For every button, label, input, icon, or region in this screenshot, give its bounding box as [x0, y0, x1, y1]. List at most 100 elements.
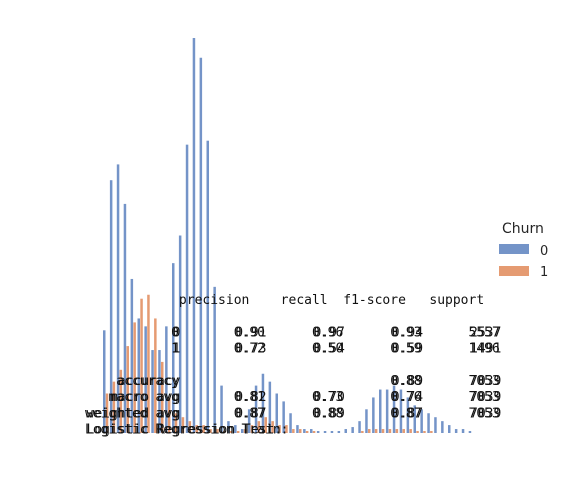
- bar-churn-1-bin-2: [119, 369, 123, 433]
- bar-churn-1-bin-3: [126, 346, 129, 433]
- bar-churn-0-bin-49: [441, 421, 444, 433]
- bar-churn-0-bin-26: [282, 401, 285, 433]
- bar-churn-0-bin-3: [123, 203, 127, 433]
- bar-churn-1-bin-39: [374, 429, 378, 433]
- bar-churn-1-bin-25: [278, 425, 281, 433]
- bar-churn-1-bin-29: [305, 431, 309, 433]
- bar-churn-0-bin-36: [351, 427, 354, 433]
- bar-churn-0-bin-39: [372, 397, 375, 433]
- bar-churn-0-bin-15: [206, 140, 209, 433]
- bar-churn-0-bin-45: [413, 405, 416, 433]
- classification-report: precision recall f1-score support 0 0.90…: [85, 293, 501, 438]
- report-train-line-1: 0 0.90 0.96 0.93 5557: [85, 325, 500, 340]
- bar-churn-0-bin-38: [365, 409, 368, 433]
- bar-churn-1-bin-40: [381, 429, 385, 433]
- bar-churn-1-bin-46: [423, 431, 426, 433]
- report-train-line-7: Logistic Regression Train:: [85, 423, 289, 438]
- bar-churn-1-bin-0: [105, 393, 109, 433]
- bar-churn-0-bin-50: [448, 425, 451, 433]
- report-test-line-6: weighted avg 0.87 0.89 0.87 7039: [87, 406, 502, 421]
- bar-churn-1-bin-26: [285, 425, 288, 433]
- bar-churn-1-bin-7: [154, 318, 157, 433]
- bar-churn-1-bin-47: [430, 431, 433, 433]
- bar-churn-0-bin-51: [454, 429, 458, 433]
- bar-churn-0-bin-23: [261, 373, 265, 433]
- bar-churn-0-bin-31: [316, 431, 320, 433]
- report-layer-test: 0 0.91 0.97 0.94 2537 1 0.73 0.54 0.59 1…: [87, 325, 502, 437]
- bar-churn-0-bin-40: [379, 389, 382, 433]
- bar-churn-0-bin-47: [427, 413, 430, 433]
- report-test-line-4: accuracy 0.89 7039: [87, 374, 502, 389]
- bar-churn-1-bin-9: [167, 397, 171, 433]
- bar-churn-1-bin-37: [361, 431, 364, 433]
- legend-swatch-0: [499, 244, 529, 254]
- legend-label-1: 1: [540, 265, 548, 280]
- bar-churn-0-bin-0: [103, 330, 106, 433]
- bar-churn-0-bin-35: [344, 429, 347, 433]
- bar-churn-0-bin-28: [296, 425, 299, 433]
- report-train-line-4: accuracy 0.88 7053: [85, 374, 500, 389]
- bar-churn-1-bin-21: [250, 425, 254, 433]
- bar-churn-1-bin-15: [209, 429, 212, 433]
- bar-churn-1-bin-16: [216, 429, 219, 433]
- report-test-line-5: macro avg 0.82 0.70 0.74 7039: [87, 390, 502, 405]
- bar-churn-0-bin-10: [172, 263, 175, 433]
- bar-churn-1-bin-12: [188, 421, 192, 433]
- bar-churn-0-bin-30: [310, 429, 313, 433]
- report-train-line-6: weighted avg 0.87 0.88 0.87 7053: [85, 406, 500, 421]
- bar-churn-1-bin-1: [112, 381, 116, 433]
- bar-churn-1-bin-45: [416, 431, 419, 433]
- bar-churn-0-bin-8: [158, 350, 161, 433]
- bar-churn-0-bin-37: [358, 421, 361, 433]
- bar-churn-0-bin-19: [234, 425, 237, 433]
- bar-churn-0-bin-18: [227, 421, 230, 433]
- bar-churn-0-bin-27: [289, 413, 292, 433]
- bar-churn-0-bin-32: [323, 431, 327, 433]
- report-test-line-7: Logistic Regression Test:: [87, 423, 283, 438]
- bar-churn-0-bin-20: [241, 429, 244, 433]
- bar-churn-1-bin-18: [230, 431, 233, 433]
- bar-churn-0-bin-33: [330, 431, 334, 433]
- bar-churn-0-bin-13: [192, 38, 196, 433]
- bar-churn-0-bin-21: [247, 409, 251, 433]
- bar-churn-0-bin-7: [151, 350, 154, 433]
- bar-churn-1-bin-42: [395, 429, 399, 433]
- bar-churn-1-bin-20: [243, 429, 247, 433]
- bar-churn-0-bin-4: [130, 278, 134, 433]
- bar-churn-0-bin-52: [461, 429, 465, 433]
- bar-churn-1-bin-5: [140, 298, 143, 433]
- histogram-bars: [103, 38, 472, 433]
- report-layer-train: 0 0.90 0.96 0.93 5557 1 0.72 0.50 0.59 1…: [85, 325, 500, 437]
- legend-title: Churn: [502, 221, 544, 237]
- bar-churn-0-bin-25: [275, 393, 278, 433]
- bar-churn-0-bin-42: [392, 385, 396, 433]
- bar-churn-1-bin-11: [181, 417, 185, 433]
- bar-churn-0-bin-29: [303, 429, 306, 433]
- report-train-line-5: macro avg 0.81 0.73 0.76 7053: [85, 390, 500, 405]
- legend-swatch-1: [499, 266, 529, 276]
- report-test-line-2: 1 0.73 0.54 0.59 1491: [87, 342, 502, 357]
- bar-churn-0-bin-9: [165, 326, 168, 433]
- bar-churn-0-bin-2: [116, 164, 120, 433]
- bar-churn-1-bin-10: [174, 413, 178, 433]
- report-test-line-1: 0 0.91 0.97 0.94 2537: [87, 325, 502, 340]
- bar-churn-0-bin-14: [199, 57, 203, 433]
- bar-churn-1-bin-38: [368, 429, 371, 433]
- bar-churn-0-bin-6: [144, 326, 147, 433]
- bar-churn-1-bin-44: [409, 429, 412, 433]
- bar-churn-1-bin-24: [271, 421, 274, 433]
- bar-churn-1-bin-13: [195, 425, 198, 433]
- bar-churn-0-bin-43: [399, 389, 403, 433]
- bar-churn-0-bin-11: [178, 235, 182, 433]
- bar-churn-1-bin-41: [388, 429, 392, 433]
- bar-churn-1-bin-28: [299, 429, 302, 433]
- legend: Churn 0 1: [499, 221, 548, 280]
- bar-churn-0-bin-16: [213, 286, 216, 433]
- bar-churn-1-bin-30: [312, 431, 316, 433]
- bar-churn-1-bin-14: [202, 425, 205, 433]
- bar-churn-0-bin-22: [254, 385, 258, 433]
- bar-churn-1-bin-6: [147, 294, 150, 433]
- bar-churn-0-bin-34: [337, 431, 341, 433]
- report-train-line-2: 1 0.72 0.50 0.59 1496: [85, 342, 500, 357]
